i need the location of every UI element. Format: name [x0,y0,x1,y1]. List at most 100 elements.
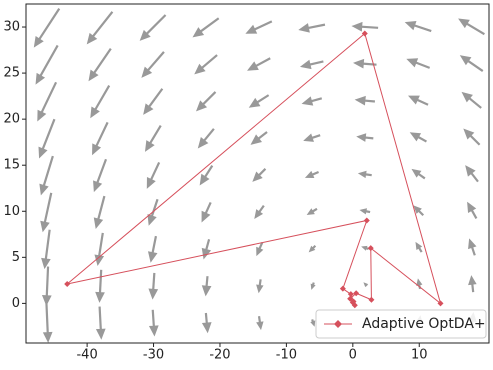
x-tick-label: -20 [209,348,230,363]
arrow [197,128,215,149]
arrow [252,168,267,182]
arrow [465,165,479,183]
arrow [95,306,106,340]
arrow [413,205,425,217]
arrow [310,319,316,327]
x-tick-label: -30 [143,348,164,363]
arrow [250,131,268,145]
plot [33,8,485,343]
point [349,299,356,306]
y-tick-label: 25 [3,66,20,81]
arrow [35,44,59,85]
arrow [40,192,53,233]
y-tick-label: 20 [3,112,20,127]
arrow [404,20,432,33]
arrow [458,18,485,36]
y-tick-label: 10 [3,204,20,219]
arrow [144,125,162,152]
arrow [409,132,427,143]
x-tick-label: -40 [76,348,97,363]
arrow [143,88,164,115]
x-tick-label: 10 [411,348,428,363]
y-tick-label: 30 [3,20,20,35]
arrow [248,94,270,108]
arrow [201,276,212,297]
arrow [195,91,217,112]
arrow [306,207,318,216]
arrow [148,309,159,337]
arrow [37,81,58,122]
point [347,295,354,302]
arrow [93,158,108,193]
point [368,296,375,303]
arrow [459,55,484,72]
arrow [41,266,52,307]
x-tick-label: -10 [276,348,297,363]
point [353,290,360,297]
arrow [86,11,114,45]
arrow [148,272,159,300]
arrow [147,198,159,226]
arrow [90,84,111,119]
arrow [192,17,220,38]
arrow [415,241,423,253]
arrow [33,8,61,48]
arrow [256,279,264,294]
y-tick-label: 15 [3,158,20,173]
arrow [411,168,426,180]
arrow [93,195,106,230]
arrow [201,312,212,334]
x-tick-label: 0 [349,348,357,363]
arrow [256,242,264,257]
arrow [92,121,109,156]
point [361,30,368,37]
arrow [38,118,56,159]
frame [25,3,490,344]
point [367,245,374,252]
y-tick-label: 5 [12,250,20,265]
arrow [95,269,105,303]
arrow [468,238,477,256]
arrow [363,282,369,288]
arrow [304,170,320,179]
arrow [354,95,376,106]
arrow [298,23,326,33]
arrow [194,54,218,75]
arrow [299,59,324,70]
arrow [461,91,482,109]
arrow [463,128,481,146]
arrow [146,161,161,189]
arrow [356,133,374,142]
point [339,285,346,292]
point [363,217,370,224]
arrow [147,235,158,263]
legend-box [315,309,487,339]
point [437,300,444,307]
arrow [42,303,53,343]
arrow [353,58,377,69]
trajectory [66,32,442,306]
legend-label: Adaptive OptDA+ [362,316,486,332]
arrow [467,201,478,220]
arrow [359,208,371,215]
arrow [199,165,214,186]
arrow [245,20,273,34]
arrow [357,170,372,179]
arrow [41,229,51,270]
arrow [247,57,271,71]
arrow [254,205,265,220]
arrow [39,155,54,196]
y-tick-label: 0 [12,296,20,311]
arrow [408,95,429,106]
arrow [139,14,167,41]
point [64,281,71,288]
arrow [308,244,317,253]
arrow [468,275,477,293]
arrow [141,51,165,78]
arrow [88,48,112,82]
arrow [361,245,369,251]
arrow [351,21,379,32]
legend-marker [334,320,342,328]
point [347,291,354,298]
